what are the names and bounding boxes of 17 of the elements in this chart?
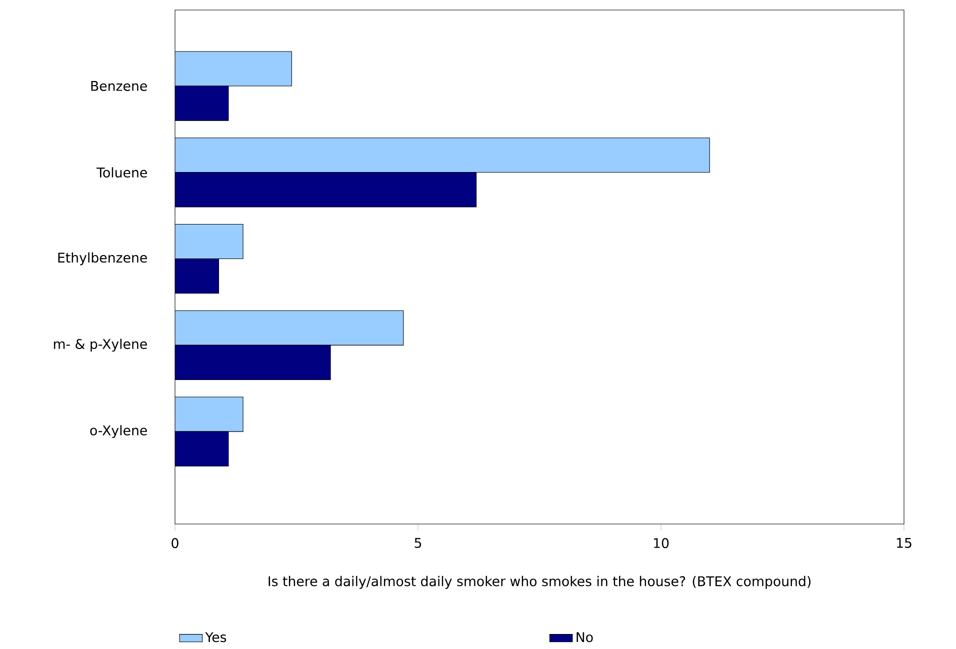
x-tick-label: 5: [414, 538, 422, 548]
bar: [175, 172, 477, 208]
y-tick-label: o-Xylene: [90, 425, 147, 438]
y-tick-label: Benzene: [91, 81, 147, 91]
legend-label: Yes: [205, 632, 226, 642]
x-tick-label: 0: [172, 538, 178, 548]
legend-label: No: [576, 632, 593, 642]
bar: [175, 258, 220, 294]
bar: [175, 431, 229, 466]
x-tick-label: 10: [654, 538, 669, 548]
y-tick-label: Ethylbenzene: [58, 252, 147, 266]
x-axis-title: Is there a daily/almost daily smoker who smokes in the house? (BTEX compound): [268, 576, 811, 589]
y-tick-label: m- & p-Xylene: [54, 338, 147, 352]
bar: [175, 86, 229, 121]
x-tick-label: 15: [896, 538, 912, 548]
y-tick-label: Toluene: [96, 167, 147, 178]
bar: [175, 344, 331, 380]
